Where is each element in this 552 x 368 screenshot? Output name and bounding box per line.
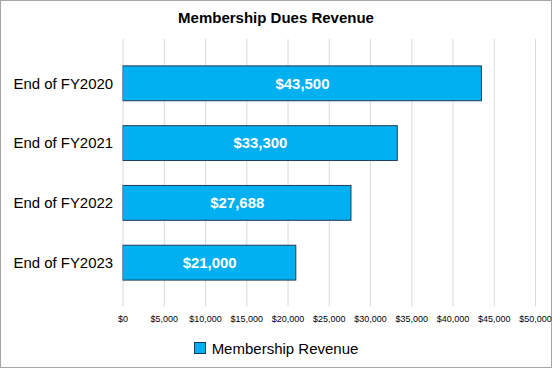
html-text:Membership Revenue: Membership Revenue xyxy=(211,339,359,357)
svg-text:$0: $0 xyxy=(118,314,128,324)
html-text:Membership Dues Revenue: Membership Dues Revenue xyxy=(178,9,374,26)
svg-text:$21,000: $21,000 xyxy=(183,254,237,271)
svg-text:$27,688: $27,688 xyxy=(210,194,264,211)
svg-text:End of FY2023: End of FY2023 xyxy=(13,254,113,271)
svg-text:$20,000: $20,000 xyxy=(272,314,304,324)
svg-text:$35,000: $35,000 xyxy=(396,314,428,324)
svg-text:$45,000: $45,000 xyxy=(478,314,510,324)
svg-text:$15,000: $15,000 xyxy=(231,314,263,324)
svg-text:$30,000: $30,000 xyxy=(354,314,386,324)
svg-text:End of FY2021: End of FY2021 xyxy=(13,134,113,151)
svg-text:$43,500: $43,500 xyxy=(275,75,329,92)
svg-text:End of FY2022: End of FY2022 xyxy=(13,194,113,211)
svg-text:End of FY2020: End of FY2020 xyxy=(13,75,113,92)
svg-text:$33,300: $33,300 xyxy=(233,134,287,151)
svg-text:$10,000: $10,000 xyxy=(189,314,221,324)
svg-text:$40,000: $40,000 xyxy=(437,314,469,324)
svg-text:$5,000: $5,000 xyxy=(151,314,178,324)
svg-text:$25,000: $25,000 xyxy=(313,314,345,324)
svg-text:$50,000: $50,000 xyxy=(519,314,551,324)
